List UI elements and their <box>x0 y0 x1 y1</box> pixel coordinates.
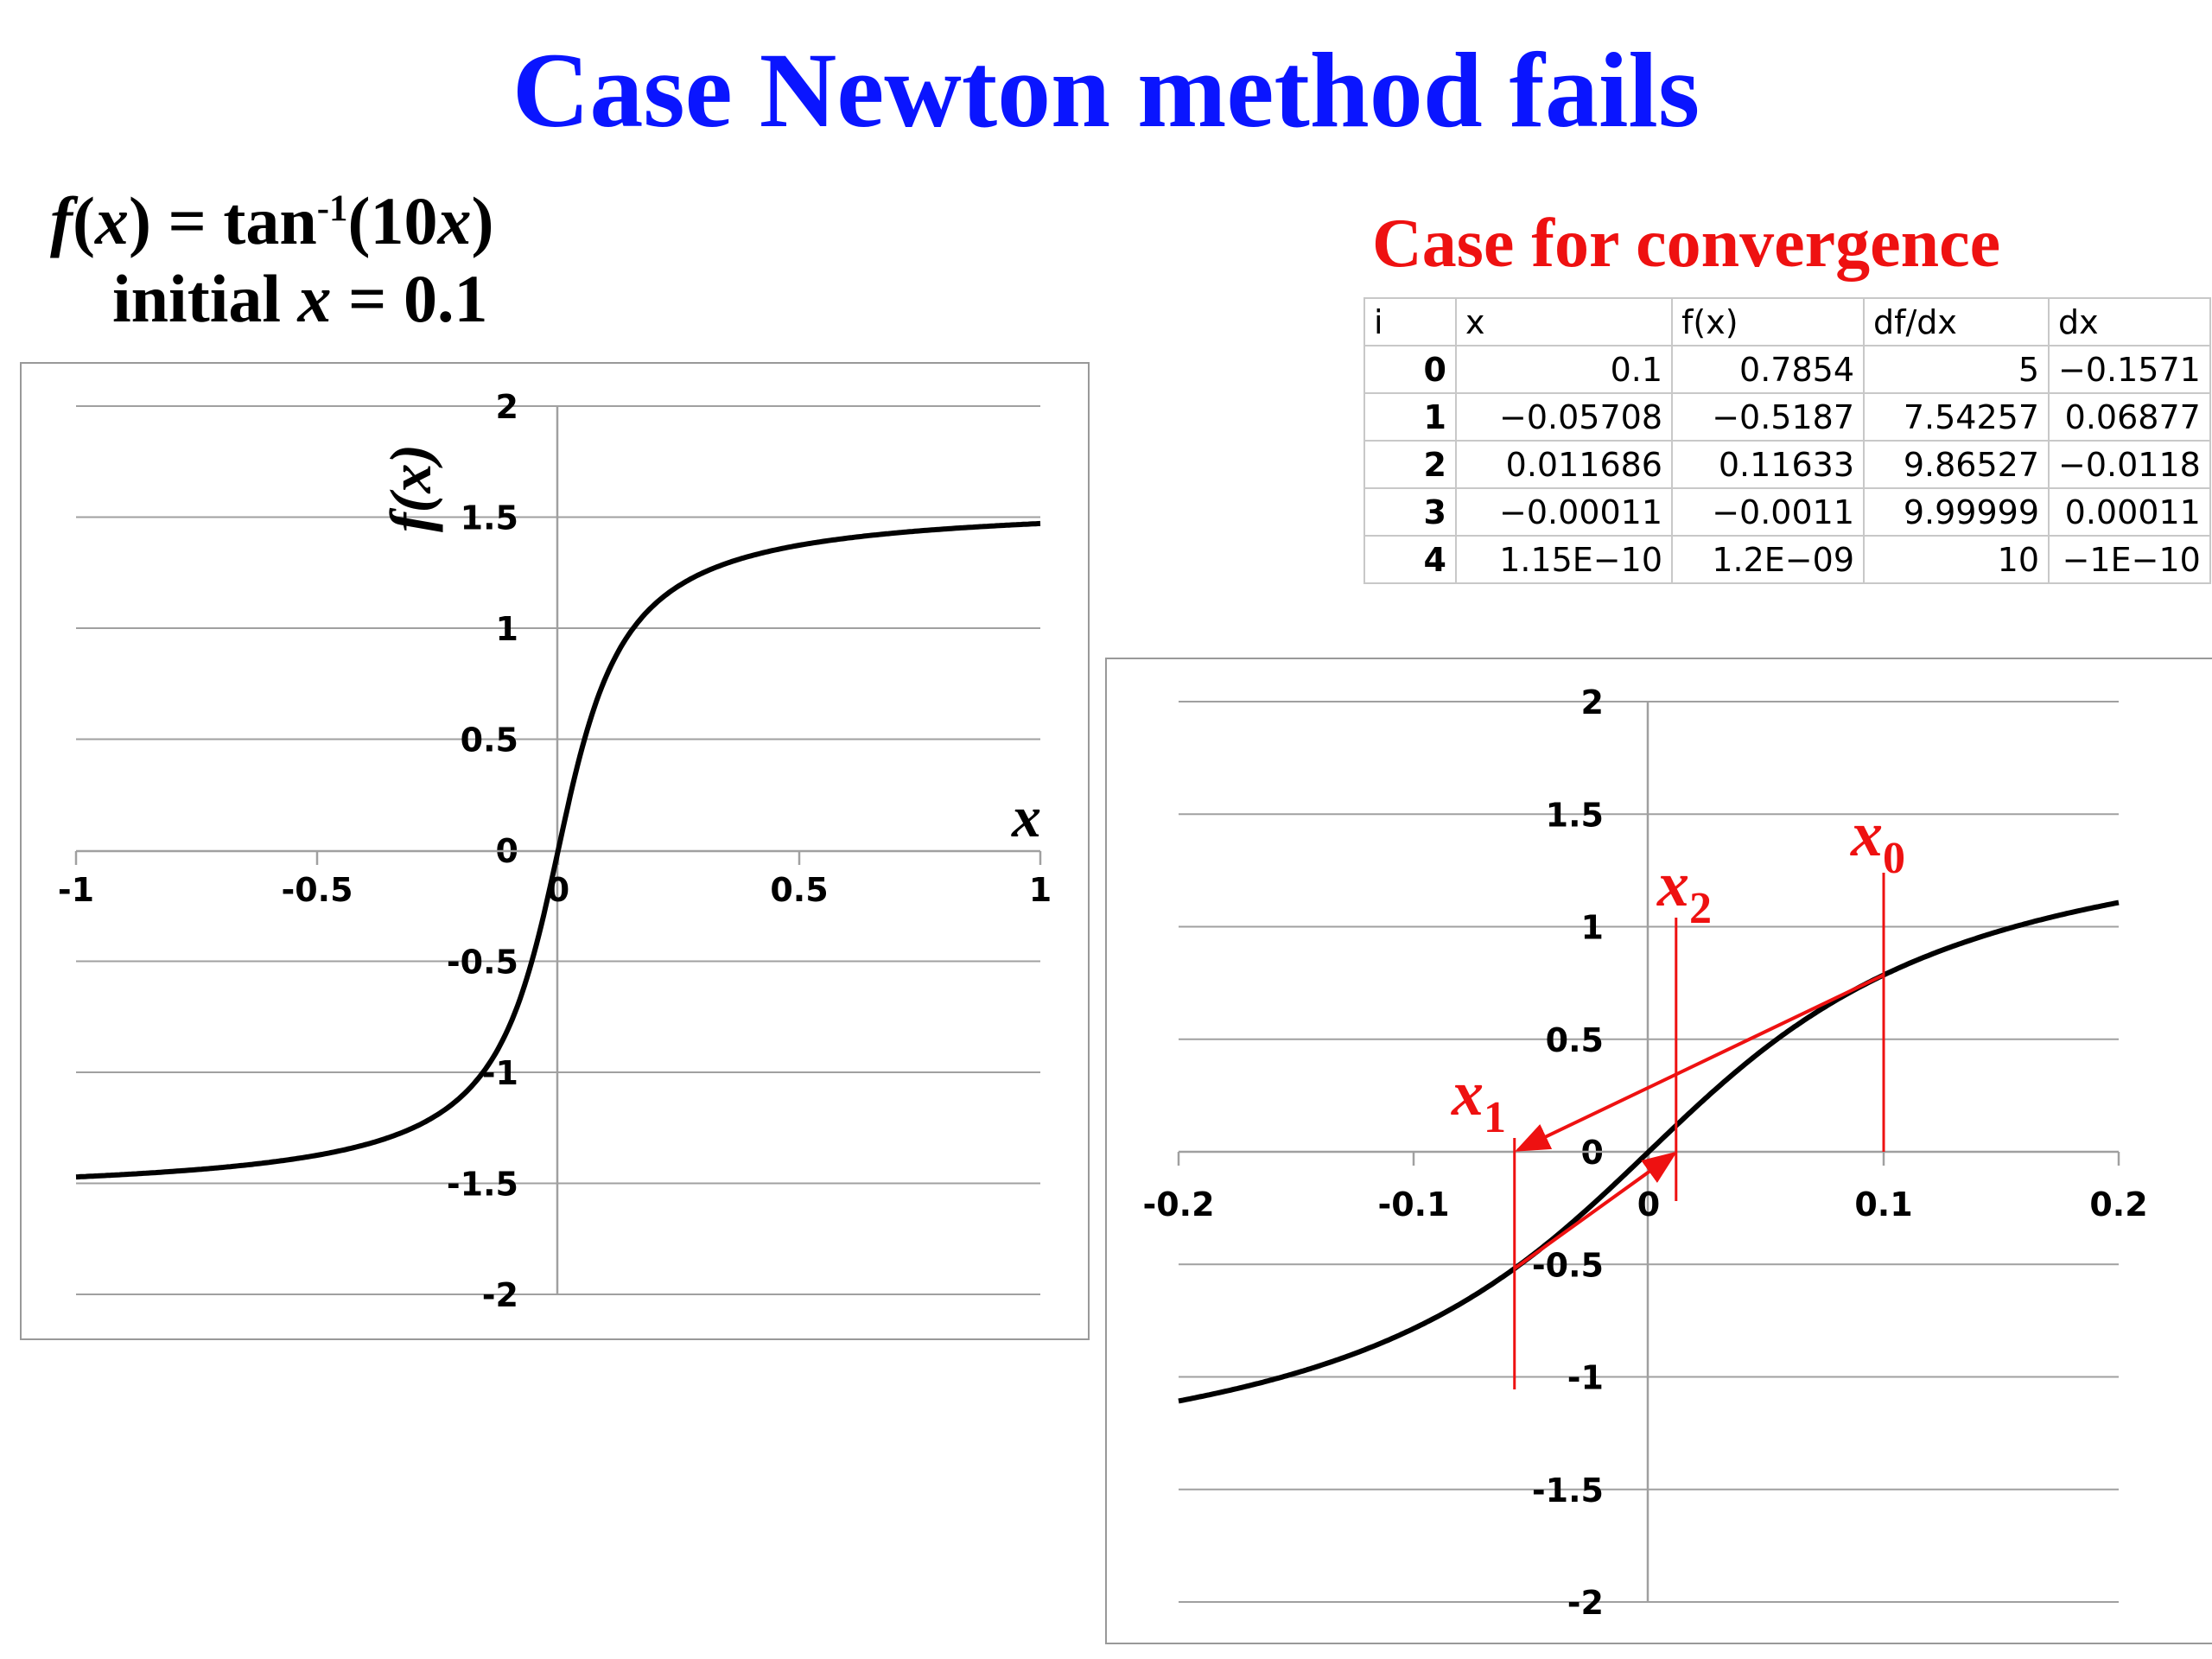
table-cell: 0 <box>1363 345 1457 394</box>
table-cell: −1E−10 <box>2048 535 2211 584</box>
iteration-table: i x f(x) df/dx dx 0 0.1 0.7854 5 −0.1571 1 −0… <box>1363 297 2211 584</box>
table-cell: 9.86527 <box>1863 440 2050 489</box>
y-tick-label: 0.5 <box>1546 1021 1604 1059</box>
table-row: 1 −0.05708 −0.5187 7.54257 0.06877 <box>1363 392 2211 442</box>
initial-word: initial <box>112 261 282 336</box>
table-cell: 5 <box>1863 345 2050 394</box>
y-tick-label: -1 <box>482 1054 518 1092</box>
x-tick-label: 0.5 <box>770 871 828 909</box>
table-cell: 0.06877 <box>2048 392 2211 442</box>
x-tick-label: -0.1 <box>1377 1185 1449 1224</box>
function-tan: = tan <box>168 183 317 258</box>
table-cell: 4 <box>1363 535 1457 584</box>
y-tick-label: 2 <box>496 388 518 426</box>
y-tick-label: 1.5 <box>461 499 518 537</box>
full-range-chart: 21.510.50-0.5-1-1.5-2-1 -0.5 0 0.5 1xf(x) <box>20 362 1090 1340</box>
x-tick-label: 0 <box>1637 1185 1660 1224</box>
inverse-exponent: -1 <box>316 188 348 229</box>
header-cell-x: x <box>1455 297 1673 346</box>
table-row: 3 −0.00011 −0.0011 9.99999 0.00011 <box>1363 487 2211 537</box>
table-cell: 3 <box>1363 487 1457 537</box>
tangent-arrow <box>1513 1151 1678 1270</box>
y-tick-label: -0.5 <box>1532 1246 1604 1284</box>
x-tick-label: -1 <box>58 871 94 909</box>
function-variable: x <box>94 183 129 258</box>
y-tick-label: -0.5 <box>447 944 518 982</box>
y-tick-label: -2 <box>482 1276 518 1314</box>
initial-value-line: initial x = 0.1 <box>112 256 488 342</box>
x-axis-label: x <box>1011 784 1041 849</box>
tangent-arrow <box>1515 973 1885 1152</box>
slide-title: Case Newton method fails <box>512 31 1700 149</box>
table-cell: 1.15E−10 <box>1455 535 1673 584</box>
zoomed-chart: 21.510.50-0.5-1-1.5-2-0.2 -0.1 0 0.1 0.2x0x1… <box>1105 658 2212 1644</box>
convergence-title: Case for convergence <box>1372 206 2001 282</box>
x-tick-label: 0.1 <box>1854 1185 1912 1224</box>
function-argument-close: ) <box>471 183 494 258</box>
header-cell-dfdx: df/dx <box>1863 297 2050 346</box>
x-tick-label: -0.2 <box>1142 1185 1214 1224</box>
table-header-row: i x f(x) df/dx dx <box>1363 297 2211 346</box>
header-cell-i: i <box>1363 297 1457 346</box>
table-cell: 0.00011 <box>2048 487 2211 537</box>
table-cell: 1 <box>1363 392 1457 442</box>
initial-value: = 0.1 <box>348 261 488 336</box>
y-tick-label: 0.5 <box>461 721 518 760</box>
iterate-label: x0 <box>1850 799 1905 883</box>
iterate-label: x2 <box>1656 849 1712 933</box>
table-cell: 0.011686 <box>1455 440 1673 489</box>
table-row: 4 1.15E−10 1.2E−09 10 −1E−10 <box>1363 535 2211 584</box>
table-cell: 0.7854 <box>1671 345 1865 394</box>
x-tick-label: -0.5 <box>281 871 353 909</box>
table-cell: −0.5187 <box>1671 392 1865 442</box>
table-cell: 10 <box>1863 535 2050 584</box>
table-cell: −0.1571 <box>2048 345 2211 394</box>
x-tick-label: 0.2 <box>2089 1185 2147 1224</box>
function-curve <box>75 520 1041 1180</box>
y-tick-label: -1 <box>1567 1359 1604 1397</box>
header-cell-dx: dx <box>2048 297 2211 346</box>
y-tick-label: -1.5 <box>1532 1471 1604 1510</box>
function-name: f <box>50 183 73 258</box>
table-cell: −0.00011 <box>1455 487 1673 537</box>
table-cell: 1.2E−09 <box>1671 535 1865 584</box>
table-cell: 0.1 <box>1455 345 1673 394</box>
table-cell: 9.99999 <box>1863 487 2050 537</box>
y-tick-label: 1 <box>1581 909 1604 947</box>
y-tick-label: 1.5 <box>1546 796 1604 834</box>
table-cell: −0.0118 <box>2048 440 2211 489</box>
y-tick-label: 1 <box>496 610 518 648</box>
x-tick-label: 1 <box>1029 871 1052 909</box>
y-tick-label: 2 <box>1581 683 1604 721</box>
table-cell: −0.05708 <box>1455 392 1673 442</box>
y-tick-label: -2 <box>1567 1584 1604 1622</box>
table-row: 2 0.011686 0.11633 9.86527 −0.0118 <box>1363 440 2211 489</box>
function-argument-variable: x <box>437 183 472 258</box>
header-cell-fx: f(x) <box>1671 297 1865 346</box>
table-cell: −0.0011 <box>1671 487 1865 537</box>
table-row: 0 0.1 0.7854 5 −0.1571 <box>1363 345 2211 394</box>
function-argument-open: (10 <box>347 183 438 258</box>
table-cell: 0.11633 <box>1671 440 1865 489</box>
table-cell: 7.54257 <box>1863 392 2050 442</box>
function-definition: f(x) = tan-1(10x) <box>50 183 494 258</box>
iterate-label: x1 <box>1451 1058 1506 1142</box>
table-cell: 2 <box>1363 440 1457 489</box>
y-tick-label: -1.5 <box>447 1166 518 1204</box>
initial-variable: x <box>297 261 332 336</box>
y-axis-label: f(x) <box>378 444 443 532</box>
